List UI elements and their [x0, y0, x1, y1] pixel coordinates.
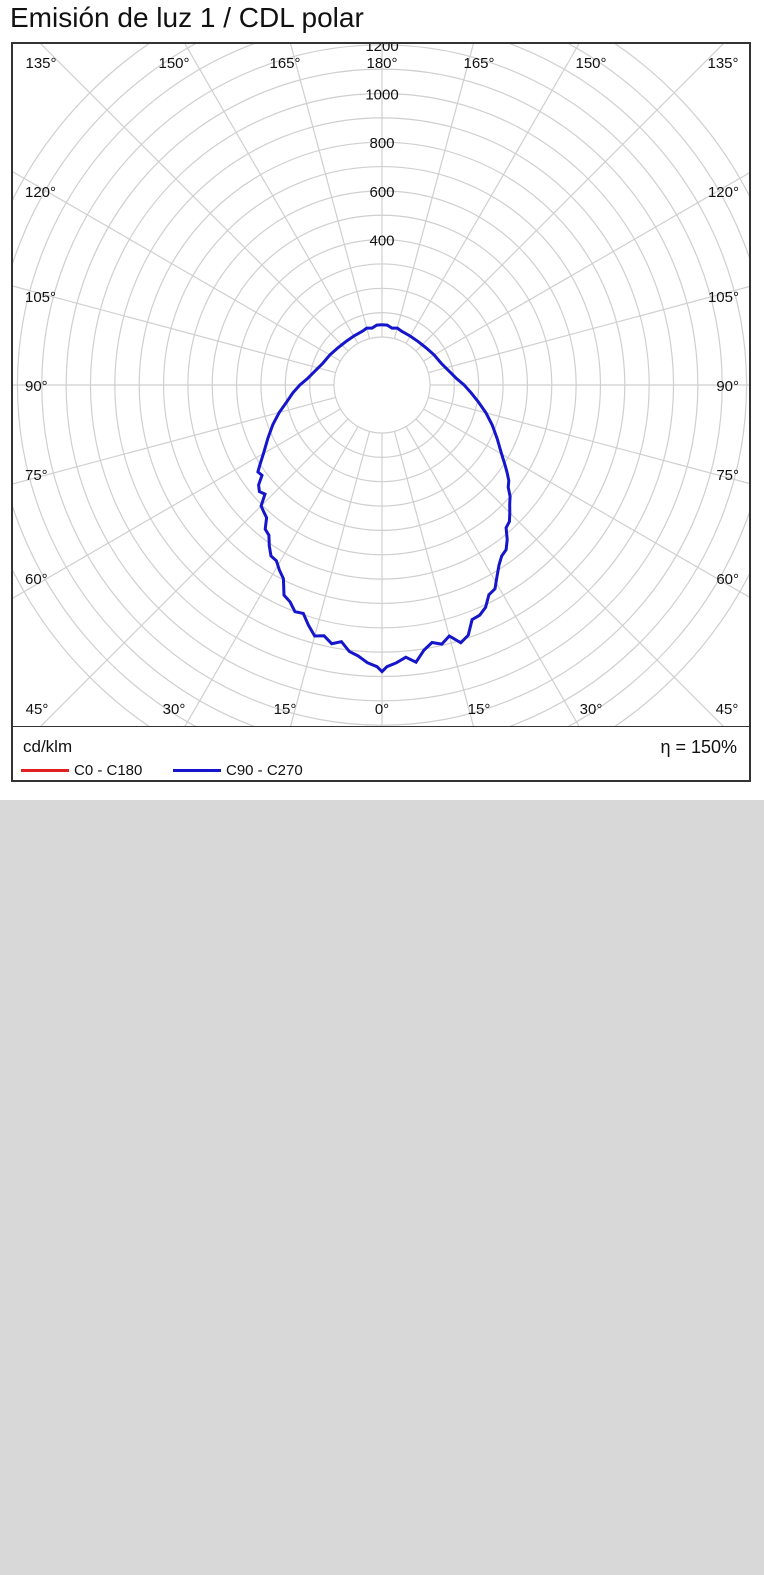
angle-label-top: 150°: [575, 55, 606, 72]
legend-swatch-c0-c180: [21, 768, 69, 772]
grid-spoke: [40, 44, 349, 352]
grid-spoke: [393, 431, 474, 726]
angle-label-left: 75°: [25, 467, 48, 484]
angle-label-top: 165°: [463, 55, 494, 72]
grid-spoke: [405, 44, 580, 344]
series-curve-1: [256, 323, 512, 674]
polar-grid: [13, 44, 749, 726]
polar-chart-frame: 400 600 800 1000 1200 135° 150° 165° 180° 165° 150…: [11, 42, 751, 782]
angle-label-left: 105°: [25, 289, 56, 306]
radial-tick-label: 1000: [365, 87, 398, 104]
legend-label-c90-c270: C90 - C270: [226, 761, 303, 779]
angle-label-top: 135°: [25, 55, 56, 72]
grid-spoke: [184, 426, 359, 726]
grid-spoke: [415, 44, 724, 352]
grid-spoke: [13, 171, 341, 362]
grid-spoke: [290, 431, 371, 726]
radial-tick-label: 600: [369, 184, 394, 201]
angle-label-top: 150°: [158, 55, 189, 72]
legend-label-c0-c180: C0 - C180: [74, 761, 143, 779]
angle-label-right: 120°: [708, 184, 739, 201]
angle-label-bottom: 45°: [716, 701, 739, 718]
grid-spoke: [405, 426, 580, 726]
angle-label-left: 90°: [25, 378, 48, 395]
radial-tick-label: 400: [369, 233, 394, 250]
grid-circle: [333, 336, 431, 434]
angle-label-right: 75°: [716, 467, 739, 484]
angle-label-bottom: 0°: [375, 701, 389, 718]
legend-entry-c90-c270: C90 - C270: [173, 760, 303, 780]
grid-spoke: [428, 396, 749, 484]
polar-plot: 400 600 800 1000 1200 135° 150° 165° 180° 165° 150…: [13, 44, 749, 726]
angle-label-bottom: 30°: [163, 701, 186, 718]
legend-separator: [13, 726, 749, 727]
grid-spoke: [13, 408, 341, 599]
legend-swatch-c90-c270: [173, 768, 221, 772]
grid-spoke: [428, 286, 749, 374]
grid-spoke: [290, 44, 371, 339]
grid-spoke: [423, 172, 749, 362]
angle-label-bottom: 15°: [274, 701, 297, 718]
angle-label-top: 165°: [269, 55, 300, 72]
unit-label: cd/klm: [23, 737, 73, 756]
angle-label-top: 135°: [707, 55, 738, 72]
grid-spoke: [13, 396, 336, 485]
angle-label-right: 90°: [716, 378, 739, 395]
radial-tick-label: 1200: [365, 44, 398, 55]
angle-label-bottom: 30°: [580, 701, 603, 718]
angle-label-bottom: 15°: [468, 701, 491, 718]
grid-spoke: [423, 408, 749, 598]
grid-spoke: [393, 44, 474, 339]
angle-label-left: 60°: [25, 571, 48, 588]
angle-label-top: 180°: [366, 55, 397, 72]
chart-title: Emisión de luz 1 / CDL polar: [10, 2, 364, 33]
efficiency-label: η = 150%: [660, 737, 737, 757]
grid-spoke: [184, 44, 359, 344]
grid-spoke: [415, 418, 724, 726]
grid-spoke: [40, 418, 349, 726]
legend-entry-c0-c180: C0 - C180: [21, 760, 142, 780]
angle-label-right: 105°: [708, 289, 739, 306]
angle-label-bottom: 45°: [26, 701, 49, 718]
angle-label-left: 120°: [25, 184, 56, 201]
radial-tick-label: 800: [369, 135, 394, 152]
angle-label-right: 60°: [716, 571, 739, 588]
grid-spoke: [13, 285, 336, 374]
